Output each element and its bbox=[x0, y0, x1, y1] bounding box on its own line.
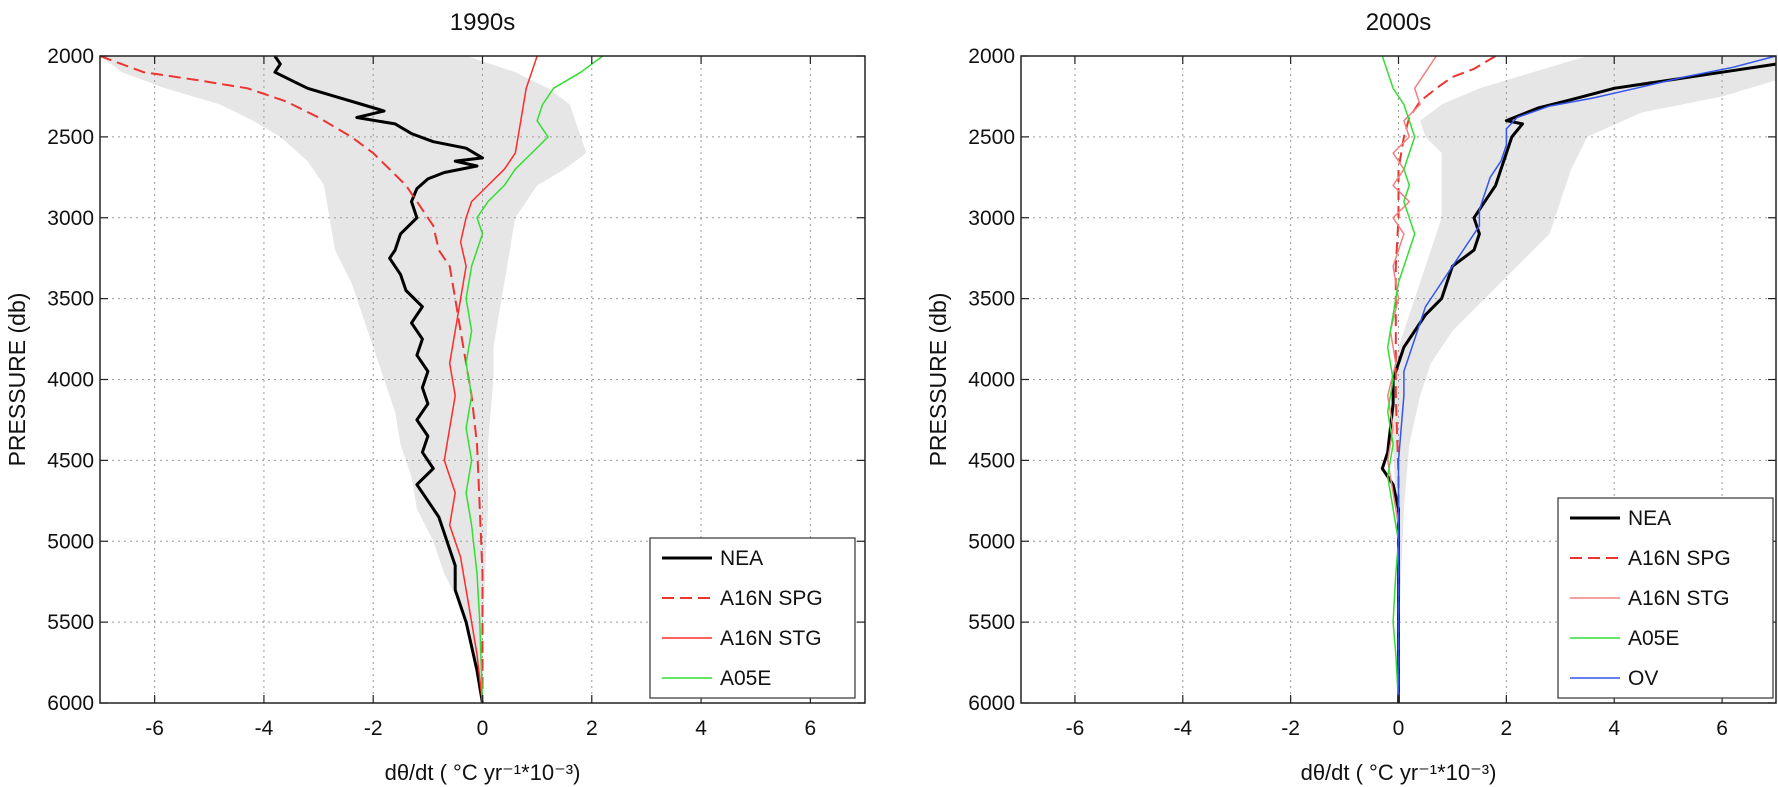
x-tick-label: 4 bbox=[695, 717, 707, 740]
x-tick-label: -4 bbox=[255, 717, 274, 740]
y-tick-label: 5000 bbox=[47, 530, 94, 553]
panel-1: -6 -4 -2 0 2 4 6 2000 2500 3000 3500 4000 4500 5000 55… bbox=[4, 9, 866, 785]
chart-title: 2000s bbox=[1366, 9, 1431, 36]
y-axis-label: PRESSURE (db) bbox=[4, 293, 30, 467]
y-tick-label: 2500 bbox=[968, 126, 1015, 149]
x-axis-label: dθ/dt ( °C yr⁻¹*10⁻³) bbox=[385, 760, 581, 785]
x-axis-label: dθ/dt ( °C yr⁻¹*10⁻³) bbox=[1301, 760, 1497, 785]
y-tick-label: 3000 bbox=[968, 207, 1015, 230]
series-line-a16n-stg bbox=[443, 55, 538, 704]
legend-label: NEA bbox=[720, 547, 763, 570]
y-tick-label: 4000 bbox=[968, 369, 1015, 392]
legend-label: OV bbox=[1628, 667, 1658, 690]
x-tick-label: 4 bbox=[1608, 717, 1620, 740]
y-tick-label: 2500 bbox=[47, 126, 94, 149]
legend-label: A05E bbox=[1628, 627, 1679, 650]
y-tick-label: 4500 bbox=[968, 449, 1015, 472]
x-tick-label: 6 bbox=[1716, 717, 1728, 740]
legend-label: A16N STG bbox=[1628, 587, 1730, 610]
legend-box bbox=[649, 537, 856, 699]
y-tick-label: 3500 bbox=[47, 288, 94, 311]
y-axis-label: PRESSURE (db) bbox=[925, 293, 951, 467]
y-tick-label: 4500 bbox=[47, 449, 94, 472]
y-tick-label: 5500 bbox=[968, 611, 1015, 634]
spread-envelope bbox=[1393, 56, 1776, 703]
x-tick-label: 2 bbox=[1501, 717, 1513, 740]
chart-title: 1990s bbox=[450, 9, 515, 36]
panel-2: -6 -4 -2 0 2 4 6 2000 2500 3000 3500 4000 4500 5000 55… bbox=[925, 9, 1777, 785]
series-line-nea bbox=[273, 55, 484, 704]
series-line-nea bbox=[1380, 62, 1777, 703]
x-tick-label: -2 bbox=[1281, 717, 1300, 740]
legend-label: A16N SPG bbox=[720, 587, 823, 610]
x-tick-label: -6 bbox=[1066, 717, 1085, 740]
series-line-a16n-spg bbox=[1394, 55, 1497, 703]
x-tick-label: -6 bbox=[145, 717, 164, 740]
y-tick-label: 2000 bbox=[968, 45, 1015, 68]
y-tick-label: 2000 bbox=[47, 45, 94, 68]
y-tick-label: 3500 bbox=[968, 288, 1015, 311]
series-line-a05e bbox=[1381, 55, 1416, 704]
spread-envelope bbox=[100, 56, 587, 703]
x-tick-label: -4 bbox=[1173, 717, 1192, 740]
x-tick-label: -2 bbox=[364, 717, 383, 740]
legend-label: A16N SPG bbox=[1628, 547, 1731, 570]
y-tick-label: 5000 bbox=[968, 530, 1015, 553]
x-tick-label: 0 bbox=[477, 717, 489, 740]
legend: NEA A16N SPG A16N STG A05E OV bbox=[1557, 497, 1774, 699]
y-tick-label: 6000 bbox=[47, 692, 94, 715]
x-tick-label: 6 bbox=[805, 717, 817, 740]
series-line-a05e bbox=[465, 55, 604, 704]
y-tick-label: 5500 bbox=[47, 611, 94, 634]
legend: NEA A16N SPG A16N STG A05E bbox=[649, 537, 856, 699]
legend-label: NEA bbox=[1628, 507, 1671, 530]
series-line-a16n-spg bbox=[99, 55, 484, 703]
x-tick-label: 0 bbox=[1393, 717, 1405, 740]
legend-label: A16N STG bbox=[720, 627, 822, 650]
y-tick-label: 4000 bbox=[47, 369, 94, 392]
series-line-ov bbox=[1397, 55, 1777, 703]
y-tick-label: 6000 bbox=[968, 692, 1015, 715]
x-tick-label: 2 bbox=[586, 717, 598, 740]
y-tick-label: 3000 bbox=[47, 207, 94, 230]
series-line-a16n-stg bbox=[1386, 55, 1437, 703]
legend-label: A05E bbox=[720, 667, 771, 690]
